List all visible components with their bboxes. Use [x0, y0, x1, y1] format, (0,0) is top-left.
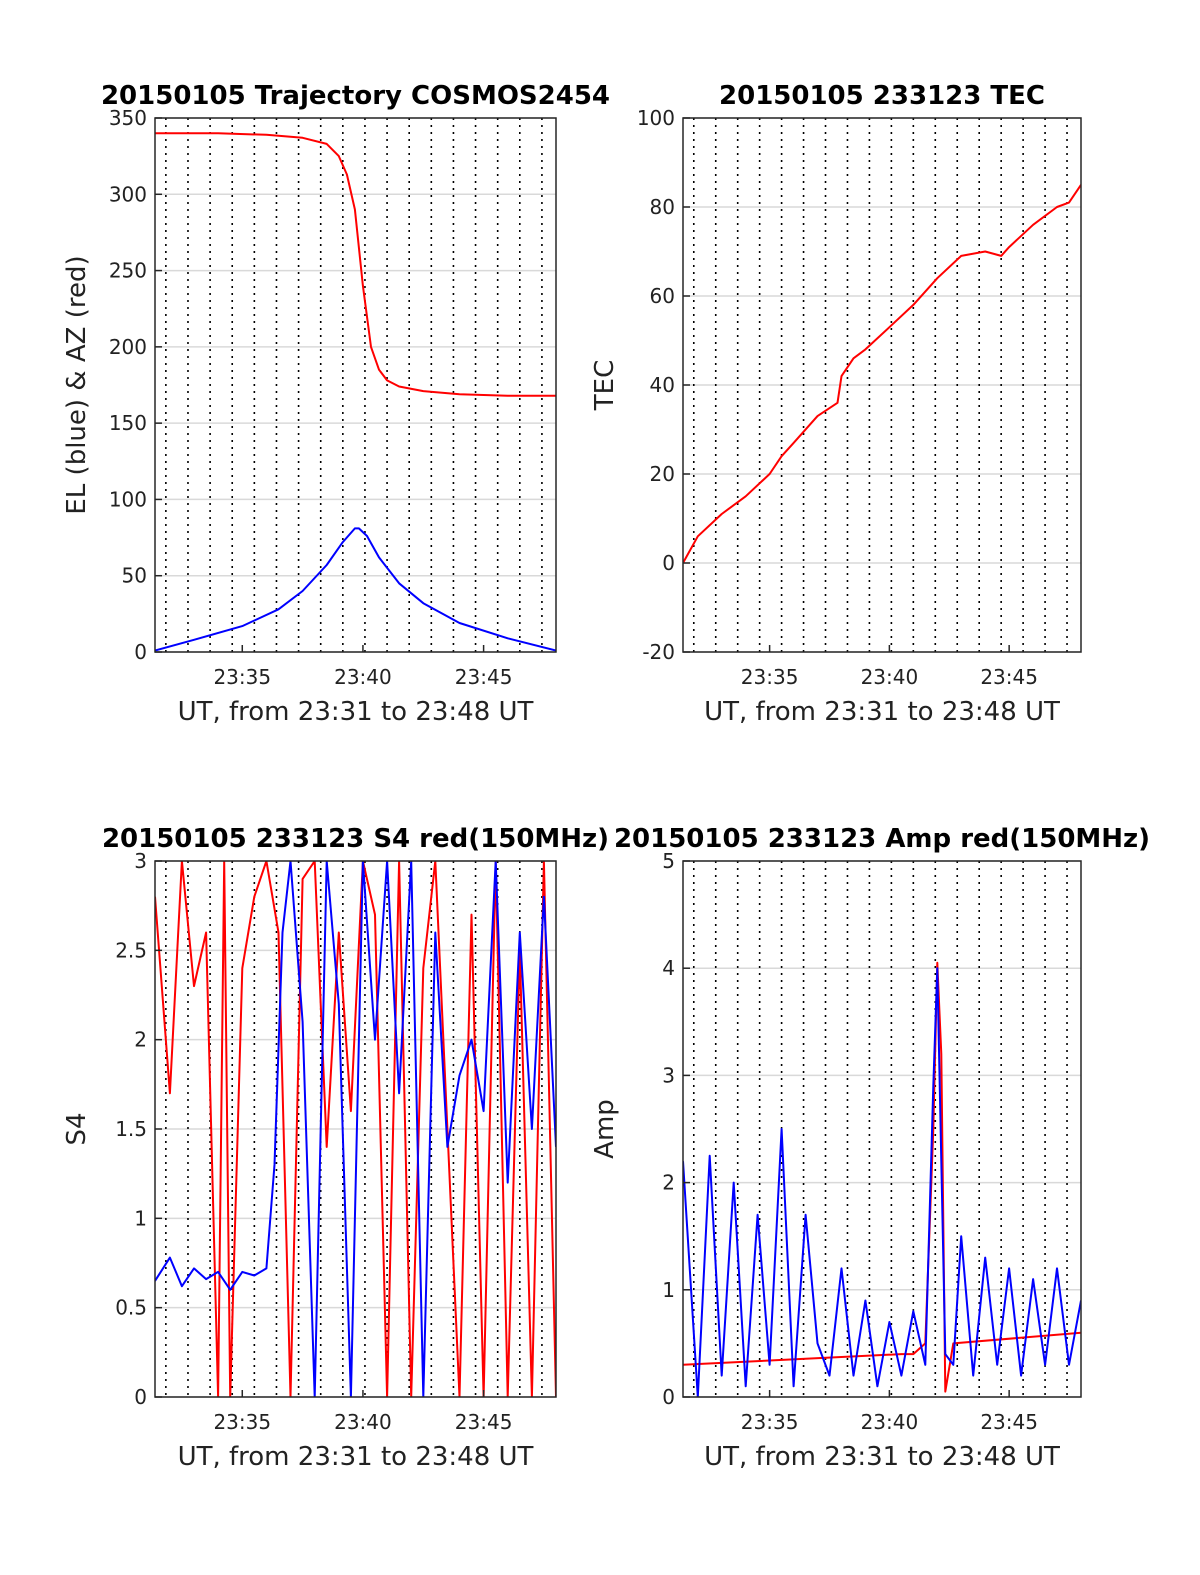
xtick-label-trajectory-2: 23:45	[455, 665, 513, 689]
ytick-label-amp-3: 3	[662, 1063, 675, 1087]
ytick-label-trajectory-2: 100	[109, 487, 147, 511]
xtick-label-trajectory-0: 23:35	[213, 665, 271, 689]
axes-box-amp	[682, 860, 1082, 1398]
ytick-label-amp-1: 1	[662, 1278, 675, 1302]
series-trajectory-2	[155, 527, 556, 652]
ytick-label-trajectory-3: 150	[109, 411, 147, 435]
ytick-label-trajectory-5: 250	[109, 259, 147, 283]
ytick-label-tec-2: 20	[650, 462, 675, 486]
xtick-label-tec-0: 23:35	[741, 665, 799, 689]
series-tec-1	[683, 184, 1081, 564]
ytick-label-amp-4: 4	[662, 956, 675, 980]
xtick-label-tec-1: 23:40	[861, 665, 919, 689]
xtick-label-s4-2: 23:45	[455, 1410, 513, 1434]
series-s4-2	[155, 861, 556, 1397]
ytick-label-trajectory-4: 200	[109, 335, 147, 359]
series-amp-2	[683, 967, 1081, 1397]
ytick-label-amp-2: 2	[662, 1171, 675, 1195]
chart-s4: 0 0.5 1 1.5 2 2.5 3 23:35 23:40 23:45 UT, from 23:…	[62, 824, 609, 1472]
ylabel-amp: Amp	[590, 1099, 620, 1159]
xtick-label-amp-0: 23:35	[741, 1410, 799, 1434]
ytick-label-trajectory-7: 350	[109, 106, 147, 130]
xtick-label-s4-0: 23:35	[213, 1410, 271, 1434]
ytick-label-tec-5: 80	[650, 195, 675, 219]
ytick-label-s4-1: 0.5	[115, 1296, 147, 1320]
ytick-label-tec-6: 100	[637, 106, 675, 130]
ytick-label-amp-5: 5	[662, 849, 675, 873]
chart-amp: 0 1 2 3 4 5 23:35 23:40 23:45 UT, from 23:31 to 2…	[590, 824, 1150, 1472]
ytick-label-amp-0: 0	[662, 1385, 675, 1409]
ytick-label-tec-0: -20	[642, 640, 675, 664]
xlabel-tec: UT, from 23:31 to 23:48 UT	[704, 697, 1060, 727]
series-trajectory-1	[155, 132, 556, 397]
title-tec: 20150105 233123 TEC	[719, 81, 1045, 111]
xtick-label-s4-1: 23:40	[334, 1410, 392, 1434]
ytick-label-s4-5: 2.5	[115, 938, 147, 962]
ytick-label-tec-3: 40	[650, 373, 675, 397]
xtick-label-amp-2: 23:45	[980, 1410, 1038, 1434]
chart-tec: -20 0 20 40 60 80 100 23:35 23:40 23:45 UT, from 2…	[590, 81, 1082, 727]
ylabel-tec: TEC	[590, 360, 620, 411]
chart-trajectory: 0 50 100 150 200 250 300 350 23:35 23:40 23:45 UT, …	[62, 81, 610, 727]
ytick-label-s4-6: 3	[134, 849, 147, 873]
ytick-label-trajectory-1: 50	[122, 564, 147, 588]
ylabel-trajectory: EL (blue) & AZ (red)	[62, 255, 92, 514]
ytick-label-trajectory-6: 300	[109, 182, 147, 206]
xtick-label-amp-1: 23:40	[861, 1410, 919, 1434]
xlabel-trajectory: UT, from 23:31 to 23:48 UT	[178, 697, 534, 727]
ylabel-s4: S4	[62, 1112, 92, 1145]
series-s4-1	[155, 861, 556, 1397]
title-trajectory: 20150105 Trajectory COSMOS2454	[101, 81, 610, 111]
xtick-label-tec-2: 23:45	[980, 665, 1038, 689]
xtick-label-trajectory-1: 23:40	[334, 665, 392, 689]
title-amp: 20150105 233123 Amp red(150MHz)	[614, 824, 1150, 854]
ytick-label-trajectory-0: 0	[134, 640, 147, 664]
xlabel-s4: UT, from 23:31 to 23:48 UT	[178, 1442, 534, 1472]
ytick-label-tec-1: 0	[662, 551, 675, 575]
title-s4: 20150105 233123 S4 red(150MHz)	[102, 824, 609, 854]
ytick-label-s4-0: 0	[134, 1385, 147, 1409]
ytick-label-s4-4: 2	[134, 1028, 147, 1052]
axes-box-trajectory	[154, 117, 557, 653]
ytick-label-s4-3: 1.5	[115, 1117, 147, 1141]
ytick-label-s4-2: 1	[134, 1206, 147, 1230]
ytick-label-tec-4: 60	[650, 284, 675, 308]
xlabel-amp: UT, from 23:31 to 23:48 UT	[704, 1442, 1060, 1472]
